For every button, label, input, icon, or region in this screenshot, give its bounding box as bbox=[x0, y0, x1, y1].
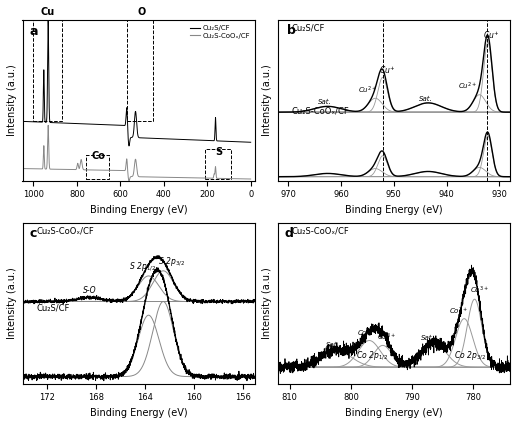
Text: c: c bbox=[29, 227, 37, 240]
Text: S-O: S-O bbox=[83, 286, 97, 295]
Text: Cu₂S-CoOₓ/CF: Cu₂S-CoOₓ/CF bbox=[37, 227, 94, 235]
X-axis label: Binding Energy (eV): Binding Energy (eV) bbox=[345, 408, 443, 418]
Y-axis label: Intensity (a.u.): Intensity (a.u.) bbox=[262, 65, 272, 136]
Text: Co 2p$_{1/2}$: Co 2p$_{1/2}$ bbox=[356, 349, 388, 362]
Y-axis label: Intensity (a.u.): Intensity (a.u.) bbox=[262, 268, 272, 340]
Text: Co$^{2+}$: Co$^{2+}$ bbox=[449, 306, 467, 317]
Text: O: O bbox=[138, 6, 146, 17]
Text: a: a bbox=[29, 25, 38, 38]
Text: Cu: Cu bbox=[40, 6, 55, 17]
Text: Sat.: Sat. bbox=[420, 335, 434, 341]
Text: Co 2p$_{3/2}$: Co 2p$_{3/2}$ bbox=[454, 349, 486, 362]
Bar bbox=[205, 149, 231, 179]
Text: Cu$^{+}$: Cu$^{+}$ bbox=[483, 30, 499, 41]
Text: Cu$^{2+}$: Cu$^{2+}$ bbox=[358, 85, 377, 96]
Text: Sat.: Sat. bbox=[326, 342, 340, 348]
Y-axis label: Intensity (a.u.): Intensity (a.u.) bbox=[7, 268, 17, 340]
Text: Co: Co bbox=[92, 151, 105, 161]
Text: Sat.: Sat. bbox=[318, 99, 332, 105]
Text: S 2p$_{3/2}$: S 2p$_{3/2}$ bbox=[158, 255, 185, 268]
Y-axis label: Intensity (a.u.): Intensity (a.u.) bbox=[7, 65, 17, 136]
Bar bbox=[127, 13, 153, 121]
X-axis label: Binding Energy (eV): Binding Energy (eV) bbox=[90, 408, 188, 418]
Bar bbox=[34, 13, 62, 121]
Text: S 2p$_{1/2}$: S 2p$_{1/2}$ bbox=[129, 261, 156, 273]
Legend: Cu₂S/CF, Cu₂S-CoOₓ/CF: Cu₂S/CF, Cu₂S-CoOₓ/CF bbox=[189, 24, 252, 40]
Text: Cu₂S/CF: Cu₂S/CF bbox=[37, 303, 70, 312]
Text: S: S bbox=[215, 147, 222, 156]
Text: Cu$^{+}$: Cu$^{+}$ bbox=[379, 64, 396, 76]
Text: Co$^{3+}$: Co$^{3+}$ bbox=[377, 332, 396, 343]
Text: Co$^{3+}$: Co$^{3+}$ bbox=[470, 285, 489, 296]
Text: Cu₂S-CoOₓ/CF: Cu₂S-CoOₓ/CF bbox=[292, 107, 349, 116]
Text: b: b bbox=[287, 23, 296, 37]
Text: Cu₂S-CoOₓ/CF: Cu₂S-CoOₓ/CF bbox=[292, 227, 349, 235]
Text: Sat.: Sat. bbox=[419, 96, 432, 102]
Bar bbox=[85, 155, 110, 179]
Text: Cu₂S/CF: Cu₂S/CF bbox=[292, 23, 325, 33]
Text: d: d bbox=[284, 227, 293, 240]
X-axis label: Binding Energy (eV): Binding Energy (eV) bbox=[345, 205, 443, 215]
X-axis label: Binding Energy (eV): Binding Energy (eV) bbox=[90, 205, 188, 215]
Text: Cu$^{2+}$: Cu$^{2+}$ bbox=[458, 81, 477, 92]
Text: Co$^{2+}$: Co$^{2+}$ bbox=[357, 327, 376, 339]
